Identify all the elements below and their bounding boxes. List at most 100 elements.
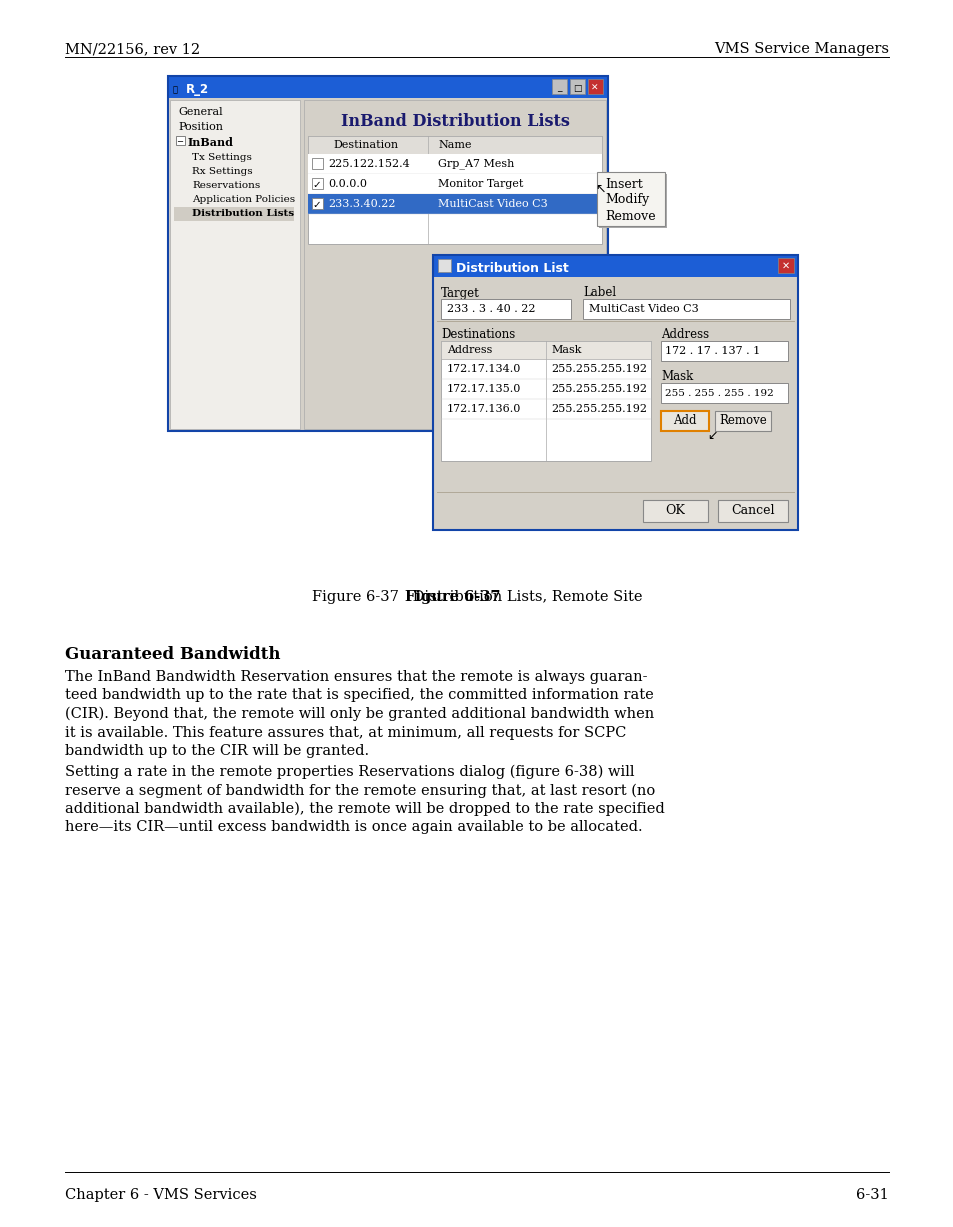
Text: 172 . 17 . 137 . 1: 172 . 17 . 137 . 1 xyxy=(664,346,760,356)
Text: Distribution Lists: Distribution Lists xyxy=(192,209,294,217)
Bar xyxy=(440,341,650,360)
Bar xyxy=(587,79,602,94)
Text: Insert: Insert xyxy=(604,178,642,190)
Bar xyxy=(642,499,707,521)
Text: Distribution List: Distribution List xyxy=(456,263,568,276)
Text: General: General xyxy=(178,107,222,117)
Text: 233 . 3 . 40 . 22: 233 . 3 . 40 . 22 xyxy=(447,304,535,314)
Text: ✓: ✓ xyxy=(313,200,321,210)
Bar xyxy=(660,341,787,361)
Bar xyxy=(437,259,451,272)
Text: Add: Add xyxy=(673,415,696,427)
Bar xyxy=(308,174,601,194)
Text: here—its CIR—until excess bandwidth is once again available to be allocated.: here—its CIR—until excess bandwidth is o… xyxy=(65,821,642,834)
Text: 172.17.136.0: 172.17.136.0 xyxy=(447,404,521,413)
Text: Remove: Remove xyxy=(604,210,655,222)
Text: ─: ─ xyxy=(177,137,182,145)
Text: Destination: Destination xyxy=(333,140,397,150)
Text: MultiCast Video C3: MultiCast Video C3 xyxy=(588,304,698,314)
Text: Cancel: Cancel xyxy=(731,504,774,518)
Text: VMS Service Managers: VMS Service Managers xyxy=(713,42,888,56)
Text: OK: OK xyxy=(664,504,684,518)
Bar xyxy=(714,411,770,431)
Text: Modify: Modify xyxy=(604,194,649,206)
Text: it is available. This feature assures that, at minimum, all requests for SCPC: it is available. This feature assures th… xyxy=(65,725,626,740)
Text: Guaranteed Bandwidth: Guaranteed Bandwidth xyxy=(65,645,280,663)
Text: Remove: Remove xyxy=(719,415,766,427)
Text: Label: Label xyxy=(582,286,616,299)
Text: Chapter 6 - VMS Services: Chapter 6 - VMS Services xyxy=(65,1188,256,1202)
Text: Address: Address xyxy=(660,329,708,341)
Text: Name: Name xyxy=(437,140,471,150)
Bar xyxy=(308,136,601,155)
Bar xyxy=(173,207,294,221)
Bar xyxy=(168,98,607,431)
Text: Figure 6-37   Distribution Lists, Remote Site: Figure 6-37 Distribution Lists, Remote S… xyxy=(312,590,641,604)
Text: 255.255.255.192: 255.255.255.192 xyxy=(551,364,646,374)
Text: 255.255.255.192: 255.255.255.192 xyxy=(551,384,646,394)
Bar xyxy=(660,383,787,402)
Text: (CIR). Beyond that, the remote will only be granted additional bandwidth when: (CIR). Beyond that, the remote will only… xyxy=(65,707,654,721)
Bar xyxy=(433,277,797,530)
Bar xyxy=(170,99,299,429)
Bar xyxy=(304,99,605,429)
Text: Mask: Mask xyxy=(551,345,581,355)
Text: additional bandwidth available), the remote will be dropped to the rate specifie: additional bandwidth available), the rem… xyxy=(65,802,664,816)
Bar xyxy=(308,136,601,244)
Bar xyxy=(312,198,323,209)
Text: Setting a rate in the remote properties Reservations dialog (figure 6-38) will: Setting a rate in the remote properties … xyxy=(65,764,634,779)
Text: 🔴: 🔴 xyxy=(172,86,178,94)
Text: 172.17.134.0: 172.17.134.0 xyxy=(447,364,521,374)
Bar xyxy=(168,76,607,98)
Text: ✕: ✕ xyxy=(781,261,789,271)
Text: ✕: ✕ xyxy=(591,83,598,92)
Text: 0.0.0.0: 0.0.0.0 xyxy=(328,179,367,189)
Bar xyxy=(433,255,797,530)
Text: R_2: R_2 xyxy=(186,83,209,97)
Bar xyxy=(582,299,789,319)
Bar xyxy=(168,76,607,431)
Text: Mask: Mask xyxy=(660,371,693,384)
Bar xyxy=(308,155,601,174)
Text: Position: Position xyxy=(178,121,223,133)
Text: Grp_A7 Mesh: Grp_A7 Mesh xyxy=(437,158,514,169)
Text: Tx Settings: Tx Settings xyxy=(192,152,252,162)
Text: bandwidth up to the CIR will be granted.: bandwidth up to the CIR will be granted. xyxy=(65,744,369,758)
Bar xyxy=(312,178,323,189)
Text: Reservations: Reservations xyxy=(192,180,260,189)
Text: Address: Address xyxy=(447,345,492,355)
Text: reserve a segment of bandwidth for the remote ensuring that, at last resort (no: reserve a segment of bandwidth for the r… xyxy=(65,784,655,798)
Text: ✓: ✓ xyxy=(313,180,321,190)
Bar xyxy=(718,499,787,521)
Text: 233.3.40.22: 233.3.40.22 xyxy=(328,199,395,209)
Text: 225.122.152.4: 225.122.152.4 xyxy=(328,160,410,169)
Bar xyxy=(552,79,566,94)
Text: Destinations: Destinations xyxy=(440,329,515,341)
Text: teed bandwidth up to the rate that is specified, the committed information rate: teed bandwidth up to the rate that is sp… xyxy=(65,688,653,703)
Text: ↙: ↙ xyxy=(706,429,717,442)
Bar xyxy=(308,194,601,213)
Text: The InBand Bandwidth Reservation ensures that the remote is always guaran-: The InBand Bandwidth Reservation ensures… xyxy=(65,670,647,683)
Text: 255.255.255.192: 255.255.255.192 xyxy=(551,404,646,413)
Bar xyxy=(433,255,797,277)
Text: ↖: ↖ xyxy=(595,183,605,196)
Text: _: _ xyxy=(557,83,560,92)
Bar xyxy=(312,158,323,169)
Text: Application Policies: Application Policies xyxy=(192,195,294,204)
Text: 255 . 255 . 255 . 192: 255 . 255 . 255 . 192 xyxy=(664,389,773,398)
Bar xyxy=(440,341,650,461)
Text: InBand Distribution Lists: InBand Distribution Lists xyxy=(340,114,569,130)
Text: Monitor Target: Monitor Target xyxy=(437,179,523,189)
Text: Target: Target xyxy=(440,286,479,299)
Bar xyxy=(778,258,793,272)
Bar xyxy=(598,174,666,228)
Bar xyxy=(597,172,664,226)
Text: InBand: InBand xyxy=(188,136,233,147)
Text: 6-31: 6-31 xyxy=(856,1188,888,1202)
Text: MultiCast Video C3: MultiCast Video C3 xyxy=(437,199,547,209)
Text: □: □ xyxy=(572,83,580,92)
Text: Figure 6-37: Figure 6-37 xyxy=(405,590,500,604)
Text: MN/22156, rev 12: MN/22156, rev 12 xyxy=(65,42,200,56)
Text: 172.17.135.0: 172.17.135.0 xyxy=(447,384,521,394)
Bar xyxy=(569,79,584,94)
